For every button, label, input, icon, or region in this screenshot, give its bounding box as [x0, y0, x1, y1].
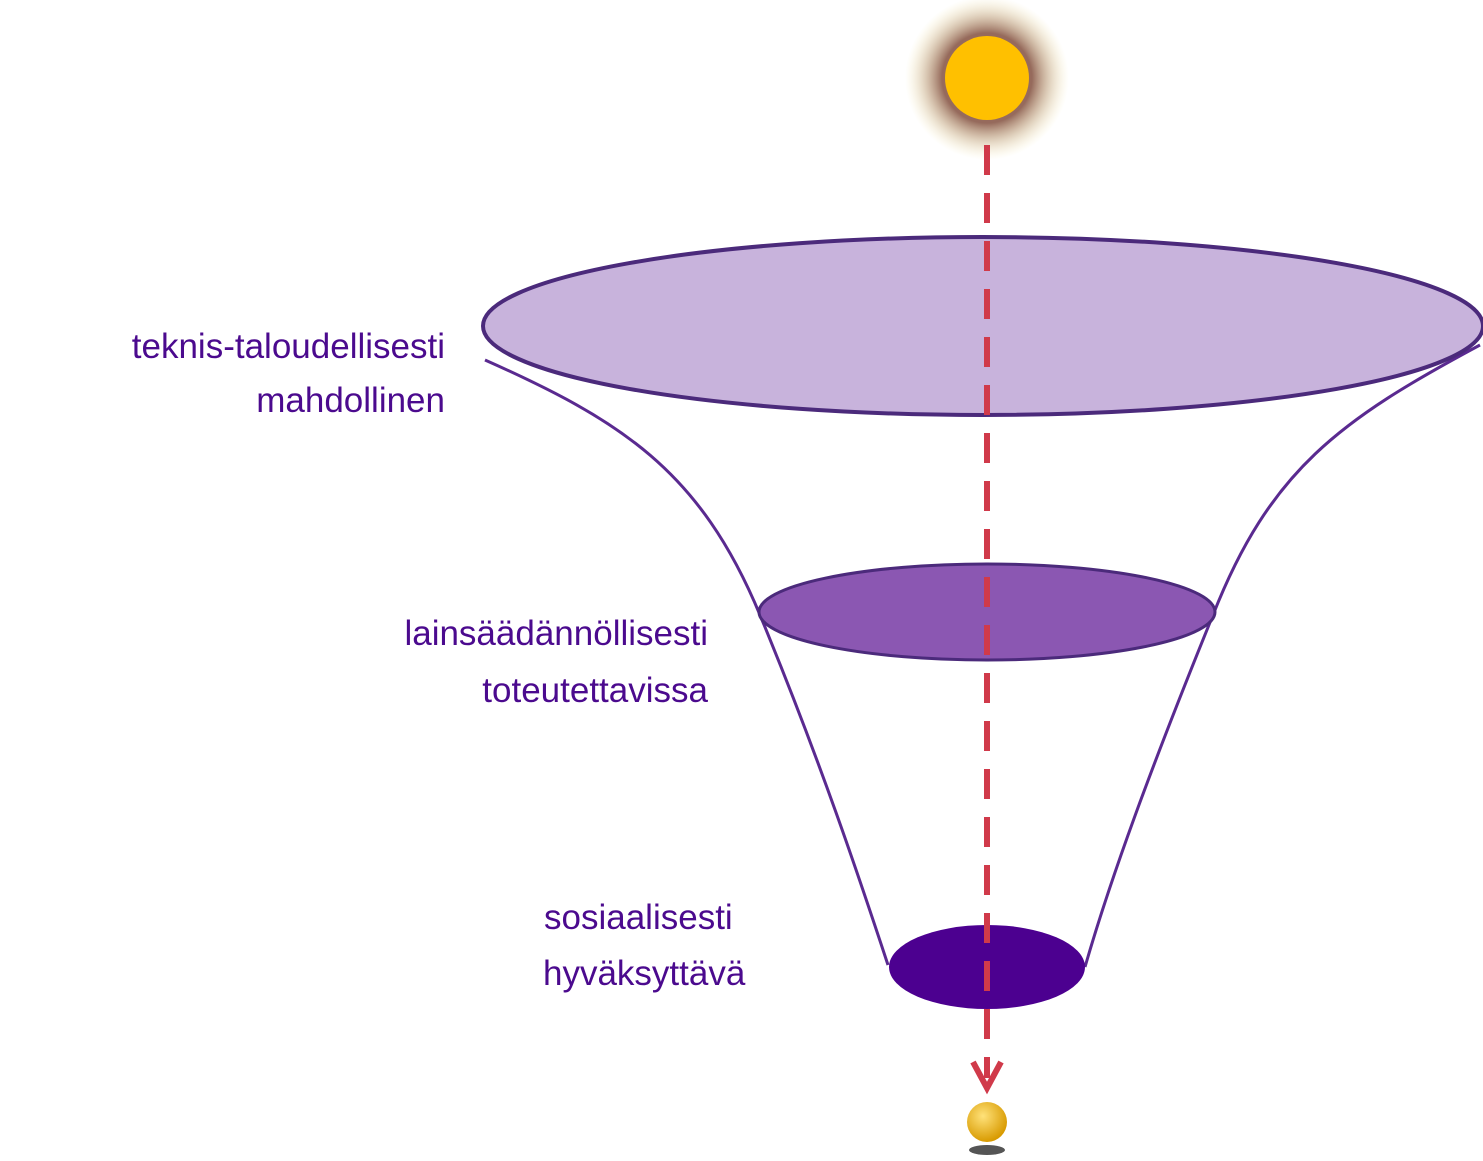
- funnel-right: [1085, 345, 1480, 967]
- ball-shadow: [969, 1145, 1005, 1155]
- page: {"levels": [ {"lines": ["teknis-taloudel…: [0, 0, 1483, 1161]
- ball: [967, 1102, 1007, 1142]
- level-label: toteutettavissa: [482, 671, 708, 710]
- level-label: hyväksyttävä: [543, 954, 746, 993]
- level-label: mahdollinen: [256, 381, 445, 420]
- level-label: lainsäädännöllisesti: [404, 614, 708, 653]
- level-label: teknis-taloudellisesti: [132, 327, 445, 366]
- level-ellipse: [483, 237, 1483, 415]
- funnel-diagram: teknis-taloudellisesti mahdollinen lains…: [0, 0, 1483, 1161]
- sun: [945, 36, 1029, 120]
- funnel-left: [485, 360, 888, 965]
- level-label: sosiaalisesti: [544, 898, 733, 937]
